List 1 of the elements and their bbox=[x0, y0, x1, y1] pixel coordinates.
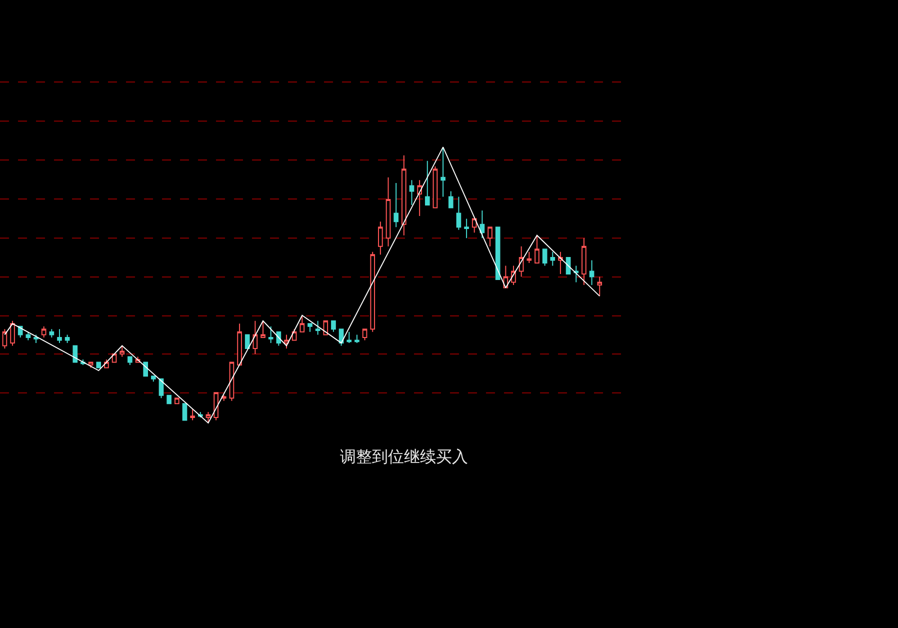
text: 调整到位继续买入 bbox=[340, 447, 468, 466]
